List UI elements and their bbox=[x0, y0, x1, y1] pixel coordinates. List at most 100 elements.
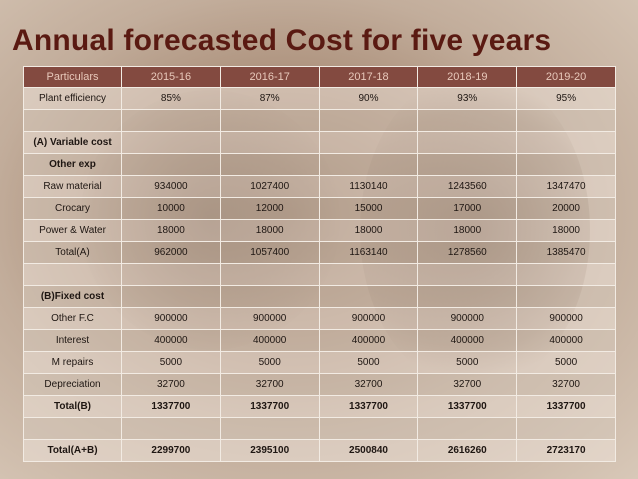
table-cell bbox=[516, 263, 616, 286]
row-label: Total(A) bbox=[23, 241, 122, 264]
table-cell: 5000 bbox=[121, 351, 221, 374]
table-row bbox=[23, 417, 616, 440]
table-cell: 900000 bbox=[417, 307, 518, 330]
table-row bbox=[23, 109, 616, 132]
column-header: 2019-20 bbox=[516, 66, 616, 88]
table-row: Interest 400000 400000 400000 400000 400000 bbox=[23, 329, 616, 352]
table-cell: 32700 bbox=[417, 373, 518, 396]
table-cell: 32700 bbox=[219, 373, 320, 396]
table-cell: 962000 bbox=[121, 241, 221, 264]
table-row: (A) Variable cost bbox=[23, 131, 616, 154]
table-cell: 2616260 bbox=[417, 439, 518, 462]
table-cell: 32700 bbox=[121, 373, 221, 396]
row-label: Other exp bbox=[23, 153, 122, 176]
table-cell: 18000 bbox=[121, 219, 221, 242]
table-cell bbox=[318, 109, 419, 132]
table-cell: 900000 bbox=[121, 307, 221, 330]
row-label: Plant efficiency bbox=[23, 87, 122, 110]
table-row: Crocary 10000 12000 15000 17000 20000 bbox=[23, 197, 616, 220]
table-cell bbox=[417, 153, 518, 176]
table-row: Other F.C 900000 900000 900000 900000 900000 bbox=[23, 307, 616, 330]
table-cell bbox=[121, 263, 221, 286]
table-cell: 93% bbox=[417, 87, 518, 110]
table-cell bbox=[318, 153, 419, 176]
table-cell: 934000 bbox=[121, 175, 221, 198]
table-cell: 18000 bbox=[318, 219, 419, 242]
table-cell: 5000 bbox=[417, 351, 518, 374]
table-cell: 10000 bbox=[121, 197, 221, 220]
table-cell bbox=[121, 285, 221, 308]
table-cell: 400000 bbox=[417, 329, 518, 352]
table-cell bbox=[318, 131, 419, 154]
table-cell: 1337700 bbox=[121, 395, 221, 418]
table-cell bbox=[121, 153, 221, 176]
table-cell: 1027400 bbox=[219, 175, 320, 198]
table-row: Total(A+B) 2299700 2395100 2500840 2616260 27… bbox=[23, 439, 616, 462]
table-row: (B)Fixed cost bbox=[23, 285, 616, 308]
table-cell bbox=[318, 285, 419, 308]
table-cell bbox=[417, 109, 518, 132]
table-cell: 1057400 bbox=[219, 241, 320, 264]
table-cell bbox=[219, 417, 320, 440]
table-cell: 1337700 bbox=[516, 395, 616, 418]
table-cell: 32700 bbox=[516, 373, 616, 396]
table-cell: 5000 bbox=[318, 351, 419, 374]
row-label: M repairs bbox=[23, 351, 122, 374]
column-header: 2016-17 bbox=[219, 66, 320, 88]
row-label bbox=[23, 109, 122, 132]
table-row: Total(B) 1337700 1337700 1337700 1337700 1337… bbox=[23, 395, 616, 418]
table-cell bbox=[219, 131, 320, 154]
table-row: Other exp bbox=[23, 153, 616, 176]
table-cell: 12000 bbox=[219, 197, 320, 220]
cost-table: Particulars 2015-16 2016-17 2017-18 2018… bbox=[23, 66, 616, 462]
table-cell: 1243560 bbox=[417, 175, 518, 198]
table-cell: 1337700 bbox=[417, 395, 518, 418]
table-cell bbox=[516, 131, 616, 154]
table-cell bbox=[318, 263, 419, 286]
table-cell bbox=[219, 285, 320, 308]
row-label: Total(A+B) bbox=[23, 439, 122, 462]
table-cell: 95% bbox=[516, 87, 616, 110]
table-cell: 18000 bbox=[516, 219, 616, 242]
row-label: Depreciation bbox=[23, 373, 122, 396]
table-cell: 1385470 bbox=[516, 241, 616, 264]
slide-title: Annual forecasted Cost for five years bbox=[12, 24, 552, 57]
table-cell: 1337700 bbox=[219, 395, 320, 418]
column-header: Particulars bbox=[23, 66, 122, 88]
table-row: Power & Water 18000 18000 18000 18000 18000 bbox=[23, 219, 616, 242]
table-cell: 2299700 bbox=[121, 439, 221, 462]
column-header: 2017-18 bbox=[318, 66, 419, 88]
table-cell bbox=[417, 417, 518, 440]
table-cell: 400000 bbox=[121, 329, 221, 352]
table-cell bbox=[219, 109, 320, 132]
table-cell: 32700 bbox=[318, 373, 419, 396]
table-cell: 20000 bbox=[516, 197, 616, 220]
table-cell: 2723170 bbox=[516, 439, 616, 462]
table-cell bbox=[516, 285, 616, 308]
table-cell bbox=[516, 153, 616, 176]
table-row: Plant efficiency 85% 87% 90% 93% 95% bbox=[23, 87, 616, 110]
row-label: (A) Variable cost bbox=[23, 131, 122, 154]
row-label: Crocary bbox=[23, 197, 122, 220]
row-label: Other F.C bbox=[23, 307, 122, 330]
table-row: Raw material 934000 1027400 1130140 1243560 1… bbox=[23, 175, 616, 198]
row-label: Interest bbox=[23, 329, 122, 352]
table-cell: 2500840 bbox=[318, 439, 419, 462]
table-cell: 400000 bbox=[318, 329, 419, 352]
table-row: M repairs 5000 5000 5000 5000 5000 bbox=[23, 351, 616, 374]
table-cell: 5000 bbox=[516, 351, 616, 374]
table-cell bbox=[516, 109, 616, 132]
table-cell: 900000 bbox=[318, 307, 419, 330]
table-cell bbox=[121, 131, 221, 154]
table-cell bbox=[417, 285, 518, 308]
table-cell bbox=[121, 109, 221, 132]
row-label bbox=[23, 263, 122, 286]
table-cell bbox=[417, 131, 518, 154]
table-cell: 17000 bbox=[417, 197, 518, 220]
table-cell: 15000 bbox=[318, 197, 419, 220]
table-cell bbox=[121, 417, 221, 440]
table-row: Total(A) 962000 1057400 1163140 1278560 13854… bbox=[23, 241, 616, 264]
table-cell: 900000 bbox=[516, 307, 616, 330]
table-cell: 85% bbox=[121, 87, 221, 110]
column-header: 2015-16 bbox=[121, 66, 221, 88]
